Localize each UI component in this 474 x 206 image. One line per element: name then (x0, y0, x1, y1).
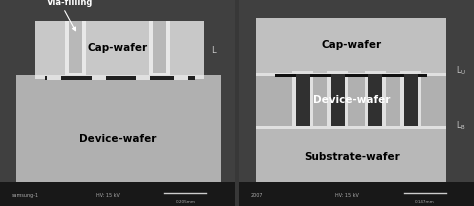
Bar (256, 127, 446, 182)
Bar (365, 71, 386, 129)
Text: Device-wafer: Device-wafer (313, 95, 391, 105)
Bar (149, 21, 170, 75)
Bar (292, 71, 313, 129)
Text: HV: 15 kV: HV: 15 kV (335, 193, 359, 198)
Bar (274, 74, 427, 77)
Bar (45, 76, 195, 80)
Bar (256, 18, 446, 73)
Bar (331, 74, 345, 126)
Bar (400, 71, 421, 129)
Bar (91, 75, 106, 80)
Bar (256, 73, 446, 76)
Text: $\mathregular{L_B}$: $\mathregular{L_B}$ (456, 119, 466, 132)
Bar (328, 71, 348, 129)
Text: 0.205mm: 0.205mm (175, 200, 195, 204)
Bar (296, 74, 310, 126)
Bar (0, 182, 235, 206)
Bar (136, 75, 150, 80)
Bar (403, 74, 418, 126)
Bar (239, 182, 474, 206)
Text: 2007: 2007 (251, 193, 264, 198)
Bar (153, 21, 166, 73)
Bar (173, 75, 188, 80)
Text: Substrate-wafer: Substrate-wafer (304, 152, 400, 162)
Text: Via-filling: Via-filling (47, 0, 93, 7)
Text: $\mathregular{L_U}$: $\mathregular{L_U}$ (456, 65, 466, 77)
Text: L: L (211, 46, 216, 55)
Bar (47, 75, 61, 80)
Bar (256, 73, 446, 127)
Bar (64, 21, 86, 75)
Bar (35, 21, 204, 75)
Bar (368, 74, 383, 126)
Text: Cap-wafer: Cap-wafer (322, 40, 382, 50)
Text: 0.147mm: 0.147mm (415, 200, 435, 204)
Text: Cap-wafer: Cap-wafer (87, 43, 147, 53)
Bar (69, 21, 82, 73)
Bar (17, 75, 220, 182)
Text: samsung-1: samsung-1 (12, 193, 39, 198)
Bar (35, 75, 204, 79)
Text: HV: 15 kV: HV: 15 kV (96, 193, 120, 198)
Bar (256, 126, 446, 129)
Text: Device-wafer: Device-wafer (79, 135, 156, 144)
